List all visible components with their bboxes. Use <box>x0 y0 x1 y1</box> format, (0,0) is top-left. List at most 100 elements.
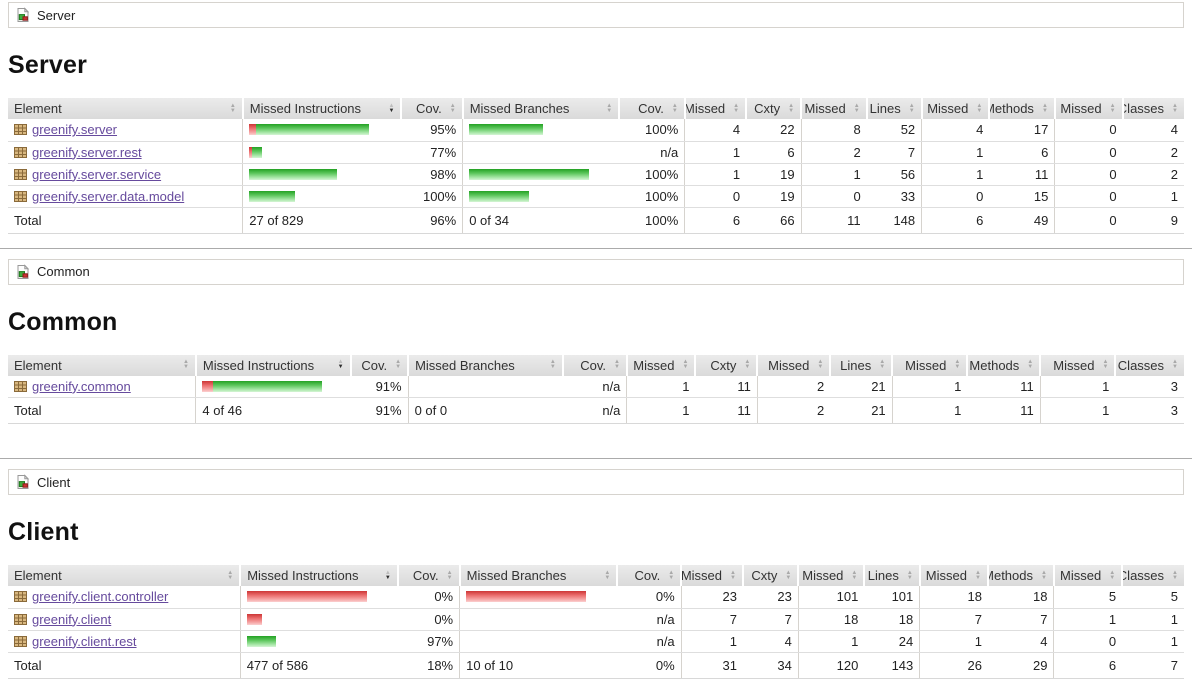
sort-up-arrow: ▲ <box>1109 102 1116 109</box>
column-header-cov--4[interactable]: Cov. ▲ ▼ <box>561 354 627 376</box>
table-row: greenify.server.service 98% 100% 1 19 1 56 1 11 0… <box>8 163 1184 186</box>
missed-bar <box>249 124 257 136</box>
table-row: greenify.client.rest 97% n/a 1 4 1 24 1 4 0 1 <box>8 630 1184 653</box>
header-cell-content: Missed ▲ ▼ <box>633 358 689 373</box>
column-header-element-0[interactable]: Element ▲ ▼ <box>8 565 241 586</box>
sort-arrows-icon: ▲ ▼ <box>1172 103 1178 114</box>
header-cell-content: Cxty ▲ ▼ <box>753 101 794 116</box>
total-missed-methods-cell: 6 <box>921 206 990 234</box>
instructions-coverage-bar <box>202 380 344 392</box>
column-header-cov--2[interactable]: Cov. ▲ ▼ <box>349 354 409 376</box>
classes-cell: 3 <box>1115 375 1184 398</box>
column-header-missed-5[interactable]: Missed ▲ ▼ <box>680 565 743 586</box>
missed-branches-bar-cell <box>459 608 618 631</box>
column-header-missed-9[interactable]: Missed ▲ ▼ <box>920 98 990 119</box>
branches-coverage-bar <box>469 190 613 202</box>
column-header-missed-11[interactable]: Missed ▲ ▼ <box>1039 354 1116 376</box>
column-header-missed-9[interactable]: Missed ▲ ▼ <box>891 354 968 376</box>
branches-coverage-cell: 100% <box>619 185 685 208</box>
column-header-missed-branches-3[interactable]: Missed Branches ▲ ▼ <box>407 354 563 376</box>
column-header-missed-branches-3[interactable]: Missed Branches ▲ ▼ <box>461 98 620 119</box>
column-header-cxty-6[interactable]: Cxty ▲ ▼ <box>694 354 758 376</box>
column-header-missed-7[interactable]: Missed ▲ ▼ <box>756 354 831 376</box>
sort-up-arrow: ▲ <box>785 569 792 576</box>
column-header-missed-7[interactable]: Missed ▲ ▼ <box>800 98 867 119</box>
column-header-lines-8[interactable]: Lines ▲ ▼ <box>829 354 893 376</box>
column-header-element-0[interactable]: Element ▲ ▼ <box>8 354 196 376</box>
column-header-missed-7[interactable]: Missed ▲ ▼ <box>797 565 865 586</box>
total-methods-cell: 49 <box>989 206 1055 234</box>
column-header-missed-5[interactable]: Missed ▲ ▼ <box>625 354 696 376</box>
column-header-methods-10[interactable]: Methods ▲▼ <box>986 565 1054 586</box>
total-classes-cell: 7 <box>1122 651 1184 679</box>
missed-classes-cell: 1 <box>1039 375 1116 398</box>
sort-arrows-icon: ▲ ▼ <box>733 103 739 114</box>
covered-bar <box>249 168 338 180</box>
sort-up-arrow: ▲ <box>388 102 395 109</box>
column-header-cxty-6[interactable]: Cxty ▲ ▼ <box>745 98 802 119</box>
column-header-cov--4[interactable]: Cov. ▲ ▼ <box>616 565 682 586</box>
sort-desc-icon: ▲ ▼ <box>388 102 395 114</box>
column-label: Missed Instructions <box>247 568 359 583</box>
column-header-methods-10[interactable]: Methods ▲▼ <box>988 98 1055 119</box>
package-link[interactable]: greenify.server <box>32 122 118 138</box>
column-header-cov--4[interactable]: Cov. ▲ ▼ <box>618 98 685 119</box>
missed-branches-bar-cell <box>407 375 563 398</box>
classes-cell: 5 <box>1122 586 1184 609</box>
missed-cxty-cell: 1 <box>684 163 747 186</box>
table-footer: Total 4 of 46 91% 0 of 0 n/a 1 11 2 21 1 11 1 3 <box>8 397 1184 424</box>
sort-arrows-icon: ▲ ▼ <box>1172 570 1178 581</box>
methods-cell: 7 <box>987 608 1054 631</box>
column-header-classes-12[interactable]: Classes ▲▼ <box>1121 98 1184 119</box>
classes-cell: 1 <box>1122 608 1184 631</box>
column-header-missed-instructions-1[interactable]: Missed Instructions ▲ ▼ <box>241 98 402 119</box>
methods-cell: 11 <box>967 375 1041 398</box>
branches-coverage-bar <box>469 168 613 180</box>
column-header-lines-8[interactable]: Lines ▲ ▼ <box>863 565 920 586</box>
missed-classes-cell: 0 <box>1054 185 1123 208</box>
column-header-cxty-6[interactable]: Cxty ▲ ▼ <box>741 565 799 586</box>
missed-bar <box>246 613 262 625</box>
column-header-lines-8[interactable]: Lines ▲ ▼ <box>865 98 922 119</box>
package-icon <box>14 613 27 626</box>
package-link[interactable]: greenify.client <box>32 611 112 627</box>
header-cell-content: Missed ▲ ▼ <box>927 101 982 116</box>
column-header-missed-11[interactable]: Missed ▲ ▼ <box>1053 98 1123 119</box>
column-header-missed-instructions-1[interactable]: Missed Instructions ▲ ▼ <box>239 565 398 586</box>
column-header-missed-5[interactable]: Missed ▲ ▼ <box>683 98 747 119</box>
column-header-classes-12[interactable]: Classes ▲▼ <box>1121 565 1184 586</box>
package-link[interactable]: greenify.client.controller <box>32 589 169 605</box>
total-lines-cell: 148 <box>866 206 922 234</box>
sort-down-arrow: ▼ <box>1172 364 1178 370</box>
missed-branches-bar-cell <box>459 630 618 653</box>
lines-cell: 101 <box>864 586 920 609</box>
sort-arrows-icon: ▲ ▼ <box>730 570 736 581</box>
column-header-classes-12[interactable]: Classes ▲▼ <box>1114 354 1184 376</box>
package-link[interactable]: greenify.common <box>32 378 131 394</box>
package-link[interactable]: greenify.client.rest <box>32 633 137 649</box>
column-header-methods-10[interactable]: Methods ▲▼ <box>966 354 1041 376</box>
missed-methods-cell: 7 <box>919 608 988 631</box>
sort-arrows-icon: ▲ ▼ <box>672 103 678 114</box>
package-link[interactable]: greenify.server.data.model <box>32 188 185 204</box>
total-row: Total 27 of 829 96% 0 of 34 100% 6 66 11 148 6 49 0… <box>8 206 1184 234</box>
instructions-coverage-bar <box>246 635 392 647</box>
element-cell-content: greenify.common <box>14 379 189 394</box>
package-link[interactable]: greenify.server.service <box>32 166 162 182</box>
missed-lines-cell: 101 <box>797 586 865 609</box>
column-header-cov--2[interactable]: Cov. ▲ ▼ <box>400 98 463 119</box>
column-header-cov--2[interactable]: Cov. ▲ ▼ <box>396 565 460 586</box>
column-header-missed-branches-3[interactable]: Missed Branches ▲ ▼ <box>458 565 618 586</box>
column-header-missed-9[interactable]: Missed ▲ ▼ <box>918 565 988 586</box>
total-missed-methods-cell: 26 <box>919 651 988 679</box>
column-header-missed-11[interactable]: Missed ▲ ▼ <box>1052 565 1123 586</box>
total-branches-coverage-cell: 0% <box>617 651 682 679</box>
column-header-element-0[interactable]: Element ▲ ▼ <box>8 98 243 119</box>
sort-arrows-icon: ▲ ▼ <box>668 570 674 581</box>
column-label: Missed Instructions <box>202 357 315 373</box>
column-header-missed-instructions-1[interactable]: Missed Instructions ▲ ▼ <box>194 354 351 376</box>
sort-up-arrow: ▲ <box>446 569 453 576</box>
package-link[interactable]: greenify.server.rest <box>32 144 142 160</box>
sort-down-arrow: ▼ <box>682 364 689 370</box>
element-cell-content: greenify.server.service <box>14 167 236 182</box>
